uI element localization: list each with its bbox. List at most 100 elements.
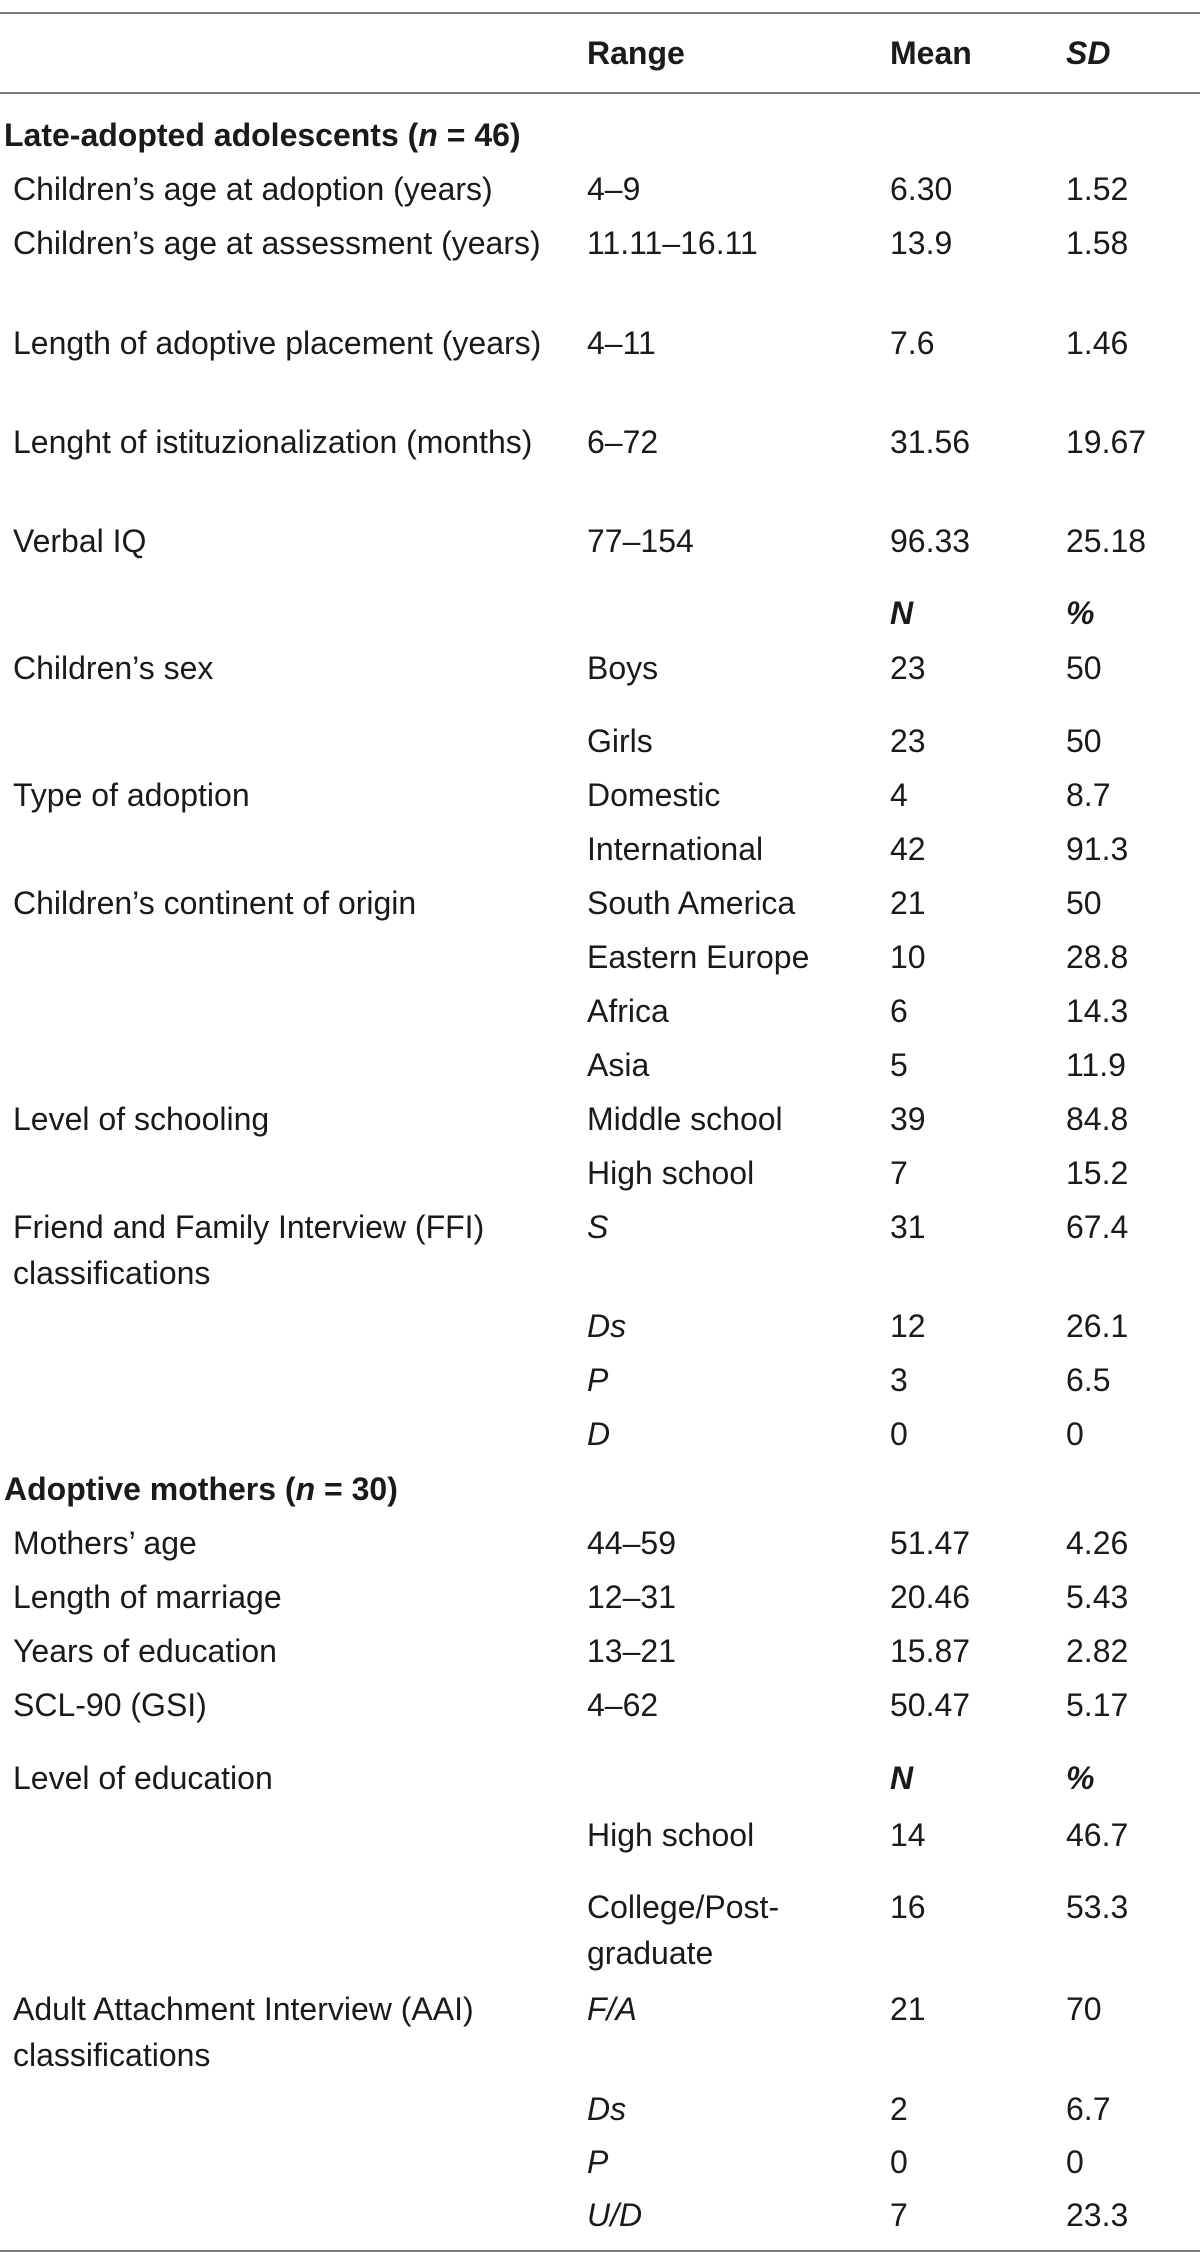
row-category: High school: [587, 1817, 755, 1853]
header-sd: SD: [1066, 35, 1111, 71]
row-label: Children’s continent of origin: [13, 885, 417, 921]
row-sd: 19.67: [1066, 424, 1147, 460]
row-label: Lenght of istituzionalization (months): [13, 424, 533, 460]
row-range: 13–21: [587, 1633, 676, 1669]
row-label: Children’s age at adoption (years): [13, 171, 493, 207]
row-n: 21: [890, 1991, 926, 2027]
row-pct: 50: [1066, 885, 1102, 921]
row-category: Africa: [587, 993, 669, 1029]
row-category: Eastern Europe: [587, 939, 810, 975]
row-label: Type of adoption: [13, 777, 250, 813]
subheader-n: N: [890, 595, 914, 631]
row-n: 6: [890, 993, 908, 1029]
row-n: 14: [890, 1817, 926, 1853]
row-n: 4: [890, 777, 908, 813]
subheader-pct: %: [1066, 1760, 1095, 1796]
row-n: 3: [890, 1362, 908, 1398]
row-range: 11.11–16.11: [587, 225, 758, 261]
row-sd: 25.18: [1066, 523, 1147, 559]
row-category: S: [587, 1209, 609, 1245]
row-pct: 0: [1066, 1416, 1084, 1452]
row-category: High school: [587, 1155, 755, 1191]
row-range: 77–154: [587, 523, 694, 559]
row-range: 4–9: [587, 171, 641, 207]
row-pct: 50: [1066, 650, 1102, 686]
row-mean: 31.56: [890, 424, 971, 460]
row-pct: 26.1: [1066, 1308, 1129, 1344]
row-category: Asia: [587, 1047, 650, 1083]
row-category: D: [587, 1416, 611, 1452]
row-sd: 1.58: [1066, 225, 1129, 261]
row-category: Boys: [587, 650, 659, 686]
row-category: Middle school: [587, 1101, 783, 1137]
row-range: 44–59: [587, 1525, 676, 1561]
row-n: 16: [890, 1889, 926, 1925]
row-mean: 51.47: [890, 1525, 971, 1561]
row-label: Friend and Family Interview (FFI) classi…: [13, 1209, 485, 1291]
row-category: U/D: [587, 2197, 643, 2233]
row-category: Domestic: [587, 777, 721, 813]
row-mean: 6.30: [890, 171, 953, 207]
row-pct: 6.5: [1066, 1362, 1111, 1398]
row-sd: 4.26: [1066, 1525, 1129, 1561]
row-pct: 70: [1066, 1991, 1102, 2027]
row-pct: 0: [1066, 2144, 1084, 2180]
row-pct: 67.4: [1066, 1209, 1129, 1245]
row-n: 42: [890, 831, 926, 867]
row-label: Verbal IQ: [13, 523, 147, 559]
row-n: 7: [890, 1155, 908, 1191]
row-mean: 20.46: [890, 1579, 971, 1615]
row-label: Mothers’ age: [13, 1525, 197, 1561]
row-pct: 8.7: [1066, 777, 1111, 813]
header-rule: [0, 92, 1200, 94]
row-label: Level of education: [13, 1760, 273, 1796]
row-n: 39: [890, 1101, 926, 1137]
row-n: 23: [890, 723, 926, 759]
row-pct: 53.3: [1066, 1889, 1129, 1925]
bottom-rule: [0, 2250, 1200, 2252]
row-n: 5: [890, 1047, 908, 1083]
section-title-mothers: Adoptive mothers (n = 30): [4, 1471, 398, 1507]
row-n: 21: [890, 885, 926, 921]
row-sd: 5.43: [1066, 1579, 1129, 1615]
row-label: Length of adoptive placement (years): [13, 325, 542, 361]
row-mean: 15.87: [890, 1633, 971, 1669]
row-category: Ds: [587, 2091, 627, 2127]
row-category: South America: [587, 885, 796, 921]
row-label: SCL-90 (GSI): [13, 1687, 207, 1723]
row-sd: 2.82: [1066, 1633, 1129, 1669]
top-rule: [0, 12, 1200, 14]
header-range: Range: [587, 35, 685, 71]
row-n: 7: [890, 2197, 908, 2233]
subheader-n: N: [890, 1760, 914, 1796]
row-category: P: [587, 1362, 609, 1398]
row-n: 10: [890, 939, 926, 975]
row-sd: 1.46: [1066, 325, 1129, 361]
row-label: Adult Attachment Interview (AAI) classif…: [13, 1991, 474, 2073]
row-n: 2: [890, 2091, 908, 2127]
row-category: P: [587, 2144, 609, 2180]
row-pct: 23.3: [1066, 2197, 1129, 2233]
row-pct: 28.8: [1066, 939, 1129, 975]
section-title-adolescents: Late-adopted adolescents (n = 46): [4, 117, 521, 153]
row-pct: 14.3: [1066, 993, 1129, 1029]
row-n: 31: [890, 1209, 926, 1245]
row-pct: 84.8: [1066, 1101, 1129, 1137]
row-label: Children’s sex: [13, 650, 214, 686]
row-pct: 11.9: [1066, 1047, 1126, 1083]
row-label: Length of marriage: [13, 1579, 282, 1615]
row-pct: 46.7: [1066, 1817, 1129, 1853]
row-category: International: [587, 831, 764, 867]
row-range: 4–62: [587, 1687, 659, 1723]
row-label: Years of education: [13, 1633, 277, 1669]
row-pct: 50: [1066, 723, 1102, 759]
row-mean: 7.6: [890, 325, 935, 361]
row-mean: 13.9: [890, 225, 953, 261]
row-label: Level of schooling: [13, 1101, 270, 1137]
row-n: 12: [890, 1308, 926, 1344]
row-range: 6–72: [587, 424, 659, 460]
row-n: 23: [890, 650, 926, 686]
row-pct: 91.3: [1066, 831, 1129, 867]
subheader-pct: %: [1066, 595, 1095, 631]
